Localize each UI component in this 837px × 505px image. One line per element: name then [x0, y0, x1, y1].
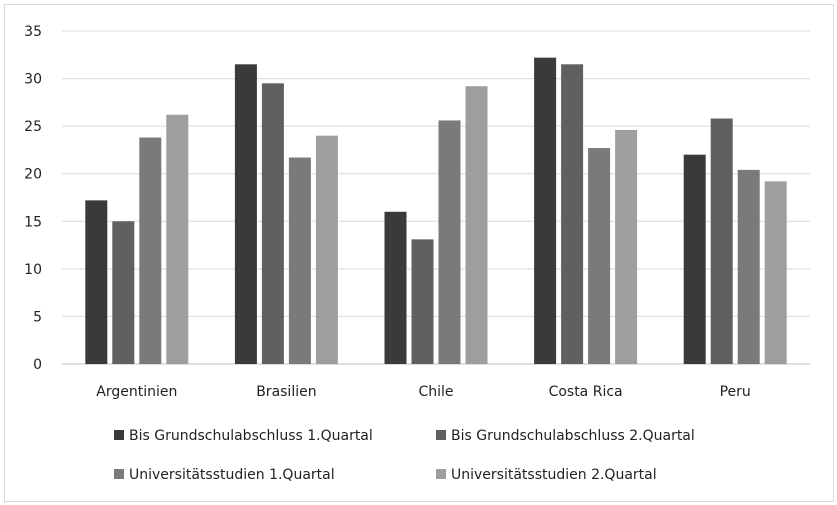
bar-costa-rica-series-4: [615, 129, 638, 364]
bar-brasilien-series-1: [234, 64, 257, 365]
legend-swatch: [436, 430, 446, 440]
bar-peru-series-3: [737, 169, 760, 364]
legend-label: Bis Grundschulabschluss 2.Quartal: [451, 428, 695, 444]
legend-swatch: [114, 469, 124, 479]
bar-costa-rica-series-1: [534, 57, 557, 364]
bar-chile-series-4: [465, 86, 488, 364]
bar-chile-series-1: [384, 211, 407, 364]
x-axis: Argentinien Brasilien Chile Costa Rica Peru: [96, 384, 751, 400]
x-tick-label: Peru: [720, 384, 751, 400]
x-tick-label: Argentinien: [96, 384, 177, 400]
x-tick-label: Chile: [418, 384, 453, 400]
x-tick-label: Brasilien: [256, 384, 316, 400]
bar-peru-series-2: [710, 118, 733, 364]
bar-brasilien-series-4: [315, 135, 338, 364]
bar-peru-series-1: [683, 154, 706, 364]
bar-chile-series-3: [438, 120, 461, 364]
legend-label: Universitätsstudien 1.Quartal: [129, 467, 335, 483]
y-tick-label: 5: [33, 309, 42, 325]
bar-chile-series-2: [411, 239, 434, 364]
bars: [85, 57, 787, 365]
legend-swatch: [436, 469, 446, 479]
y-tick-label: 25: [24, 119, 42, 135]
y-tick-label: 15: [24, 214, 42, 230]
y-tick-label: 35: [24, 24, 42, 40]
bar-argentinien-series-3: [139, 137, 162, 364]
y-tick-label: 20: [24, 167, 42, 183]
bar-brasilien-series-2: [261, 83, 284, 364]
y-tick-label: 30: [24, 72, 42, 88]
legend-label: Universitätsstudien 2.Quartal: [451, 467, 657, 483]
y-axis: 0 5 10 15 20 25 30 35: [24, 24, 42, 373]
y-tick-label: 0: [33, 357, 42, 373]
bar-argentinien-series-4: [166, 114, 189, 365]
legend-swatch: [114, 430, 124, 440]
legend-label: Bis Grundschulabschluss 1.Quartal: [129, 428, 373, 444]
bar-brasilien-series-3: [288, 157, 311, 364]
bar-peru-series-4: [764, 181, 787, 364]
y-tick-label: 10: [24, 262, 42, 278]
x-tick-label: Costa Rica: [549, 384, 623, 400]
bar-argentinien-series-1: [85, 200, 108, 364]
legend: Bis Grundschulabschluss 1.Quartal Bis Gru…: [114, 428, 695, 483]
bar-argentinien-series-2: [112, 221, 135, 364]
bar-costa-rica-series-3: [588, 148, 611, 364]
bar-costa-rica-series-2: [561, 64, 584, 365]
